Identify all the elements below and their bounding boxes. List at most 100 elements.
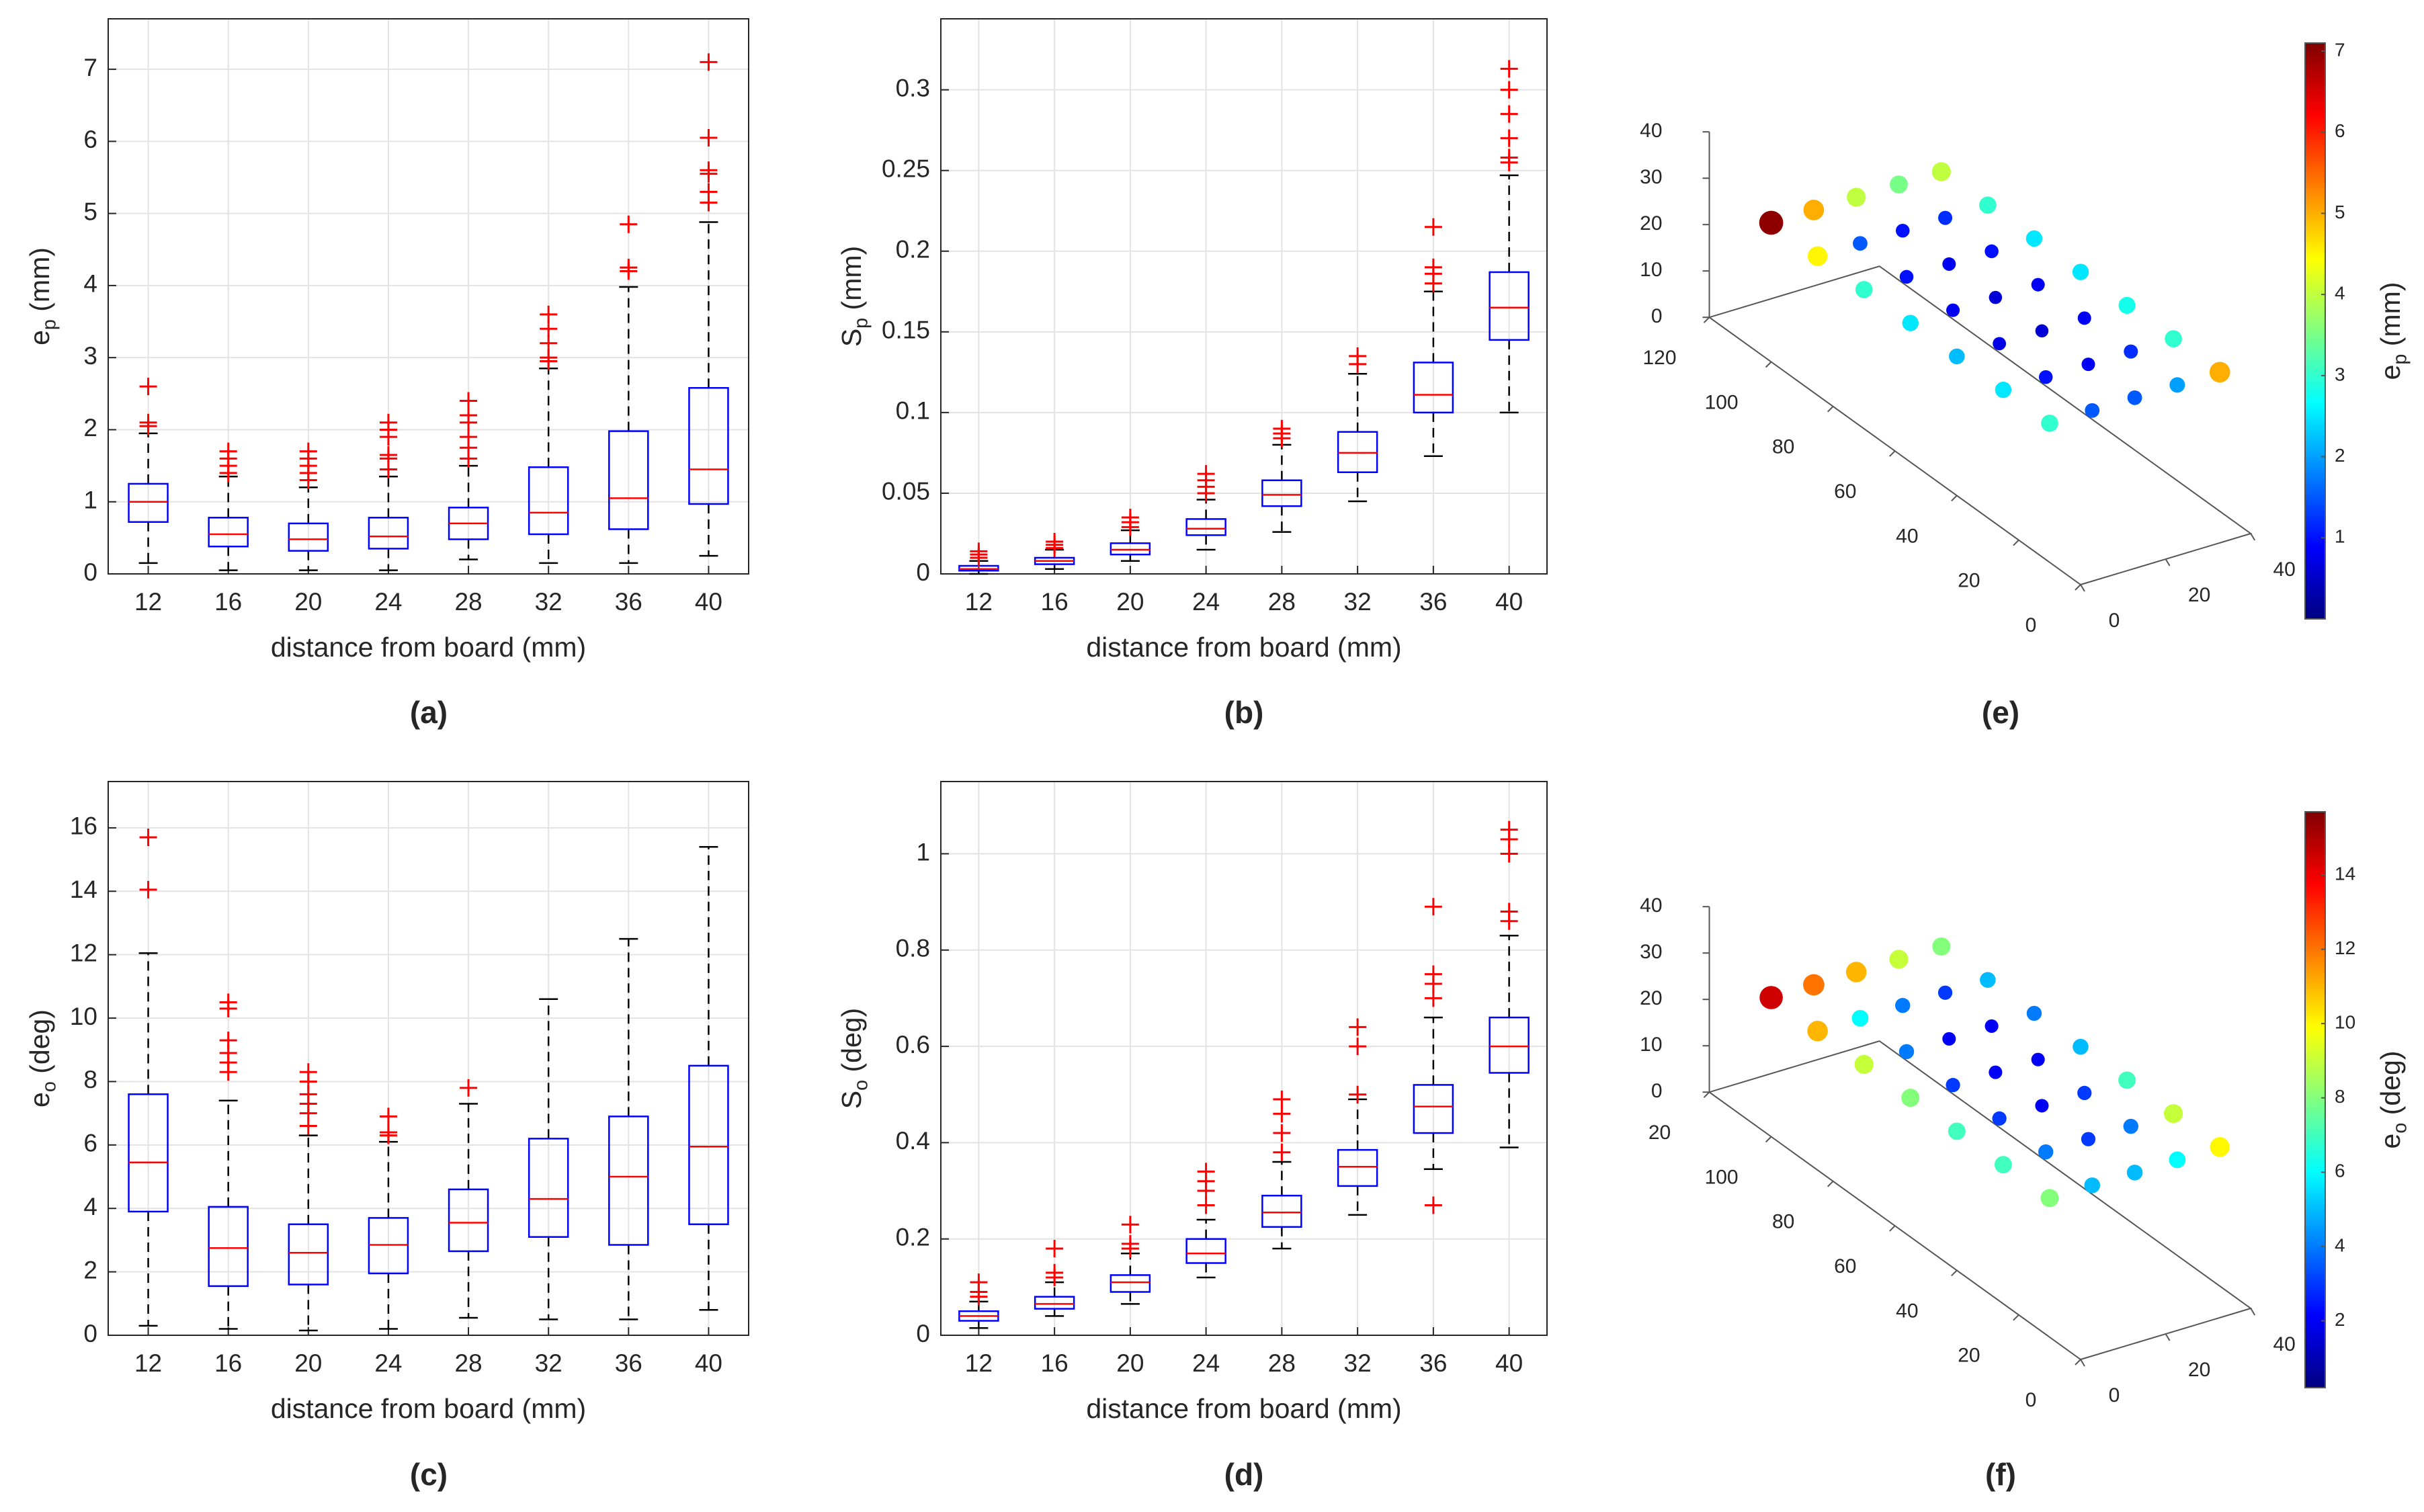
box <box>528 1138 569 1238</box>
outlier <box>219 442 237 460</box>
panel-label: (f) <box>1985 1457 2016 1492</box>
outlier <box>219 1032 237 1050</box>
y-tick-label: 20 <box>1958 570 1980 592</box>
box <box>128 482 169 523</box>
x-tick <box>2080 1359 2085 1367</box>
outlier <box>1424 258 1442 276</box>
box <box>608 430 649 530</box>
y-tick-label: 6 <box>83 126 97 153</box>
point <box>1989 1065 2003 1079</box>
outlier <box>1046 1263 1064 1282</box>
x-tick-label: 32 <box>1344 588 1372 616</box>
outlier <box>970 1273 988 1292</box>
y-tick-label: 12 <box>70 939 97 966</box>
outlier <box>219 993 237 1011</box>
colorbar-tick-label: 7 <box>2335 39 2345 60</box>
outlier <box>1424 965 1442 983</box>
colorbar-tick-label: 14 <box>2335 863 2355 884</box>
box <box>1413 1084 1454 1134</box>
y-tick-label: 100 <box>1705 391 1739 413</box>
outlier <box>700 183 718 201</box>
x-tick-label: 28 <box>1268 588 1296 616</box>
box <box>128 1093 169 1213</box>
point <box>1890 175 1908 194</box>
x-tick <box>2165 558 2171 566</box>
y-axis-label-sub: p <box>38 319 60 330</box>
axes-frame <box>940 781 1548 1336</box>
y-tick <box>2013 539 2019 546</box>
outlier <box>1424 898 1442 916</box>
outlier <box>1273 1124 1291 1142</box>
y-tick <box>2075 584 2081 591</box>
point <box>1898 1044 1915 1060</box>
x-tick-label: 16 <box>214 1349 242 1377</box>
y-tick-label: 60 <box>1834 1255 1856 1277</box>
y-tick-label: 40 <box>1896 1300 1918 1322</box>
box <box>368 517 409 550</box>
outlier <box>1121 1234 1139 1253</box>
point <box>1847 187 1866 207</box>
y-tick-label: 14 <box>70 876 97 903</box>
y-tick-label: 3 <box>83 342 97 370</box>
point <box>2073 1038 2089 1055</box>
y-tick-label: 7 <box>83 54 97 81</box>
outlier <box>1349 347 1367 365</box>
point <box>2126 1165 2143 1181</box>
point <box>1984 1019 1999 1033</box>
box <box>1337 1148 1378 1187</box>
point <box>1853 236 1868 251</box>
outlier <box>379 413 397 431</box>
z-tick-label: 20 <box>1640 212 1662 235</box>
y-axis-label-base: S <box>836 329 867 347</box>
x-tick-label: 32 <box>535 588 562 616</box>
point <box>1948 1122 1966 1140</box>
plot-area <box>108 19 749 574</box>
y-tick-label: 8 <box>83 1066 97 1093</box>
y-axis-label-rest: (mm) <box>24 247 55 319</box>
box <box>528 466 569 536</box>
outlier <box>139 880 157 898</box>
x-tick-label: 16 <box>1041 1349 1069 1377</box>
x-tick-label: 32 <box>535 1349 562 1377</box>
y-axis-label-sub: p <box>850 318 872 329</box>
y-tick-label: 60 <box>1834 480 1856 503</box>
x-tick-label: 28 <box>454 588 482 616</box>
y-tick-label: 1 <box>916 838 930 866</box>
y-tick-label: 120 <box>1642 347 1676 369</box>
point <box>2081 1132 2096 1146</box>
x-tick <box>2080 584 2085 592</box>
outlier <box>620 215 638 233</box>
point <box>2031 278 2045 292</box>
outlier <box>700 129 718 146</box>
box <box>688 1064 729 1226</box>
outlier <box>620 259 638 277</box>
y-tick-label: 0.6 <box>896 1031 930 1058</box>
point <box>1942 257 1956 271</box>
outlier <box>139 378 157 396</box>
y-tick-label: 16 <box>70 812 97 840</box>
y-tick <box>1765 361 1772 368</box>
point <box>1980 972 1996 989</box>
z-tick-label: 40 <box>1640 120 1662 142</box>
outlier <box>700 53 718 71</box>
y-tick-label: 0 <box>83 558 97 586</box>
box <box>288 1223 329 1286</box>
point <box>1938 210 1953 225</box>
point <box>1889 950 1909 969</box>
panel-label: (d) <box>1224 1457 1264 1492</box>
point <box>2118 296 2136 314</box>
colorbar-tick-label: 5 <box>2335 202 2345 222</box>
point <box>2038 1144 2054 1160</box>
outlier <box>139 413 157 431</box>
point <box>1759 210 1784 235</box>
y-tick-label: 80 <box>1772 436 1794 458</box>
y-tick-label: 0.1 <box>896 397 930 425</box>
y-tick-label: 100 <box>1705 1166 1739 1188</box>
point <box>1931 162 1951 181</box>
y-tick-label: 4 <box>83 270 97 298</box>
y-tick-label: 40 <box>1896 525 1918 547</box>
point <box>2127 390 2142 405</box>
point <box>2031 1052 2045 1066</box>
point <box>1946 1078 1960 1093</box>
colorbar-tick-label: 4 <box>2335 283 2345 304</box>
